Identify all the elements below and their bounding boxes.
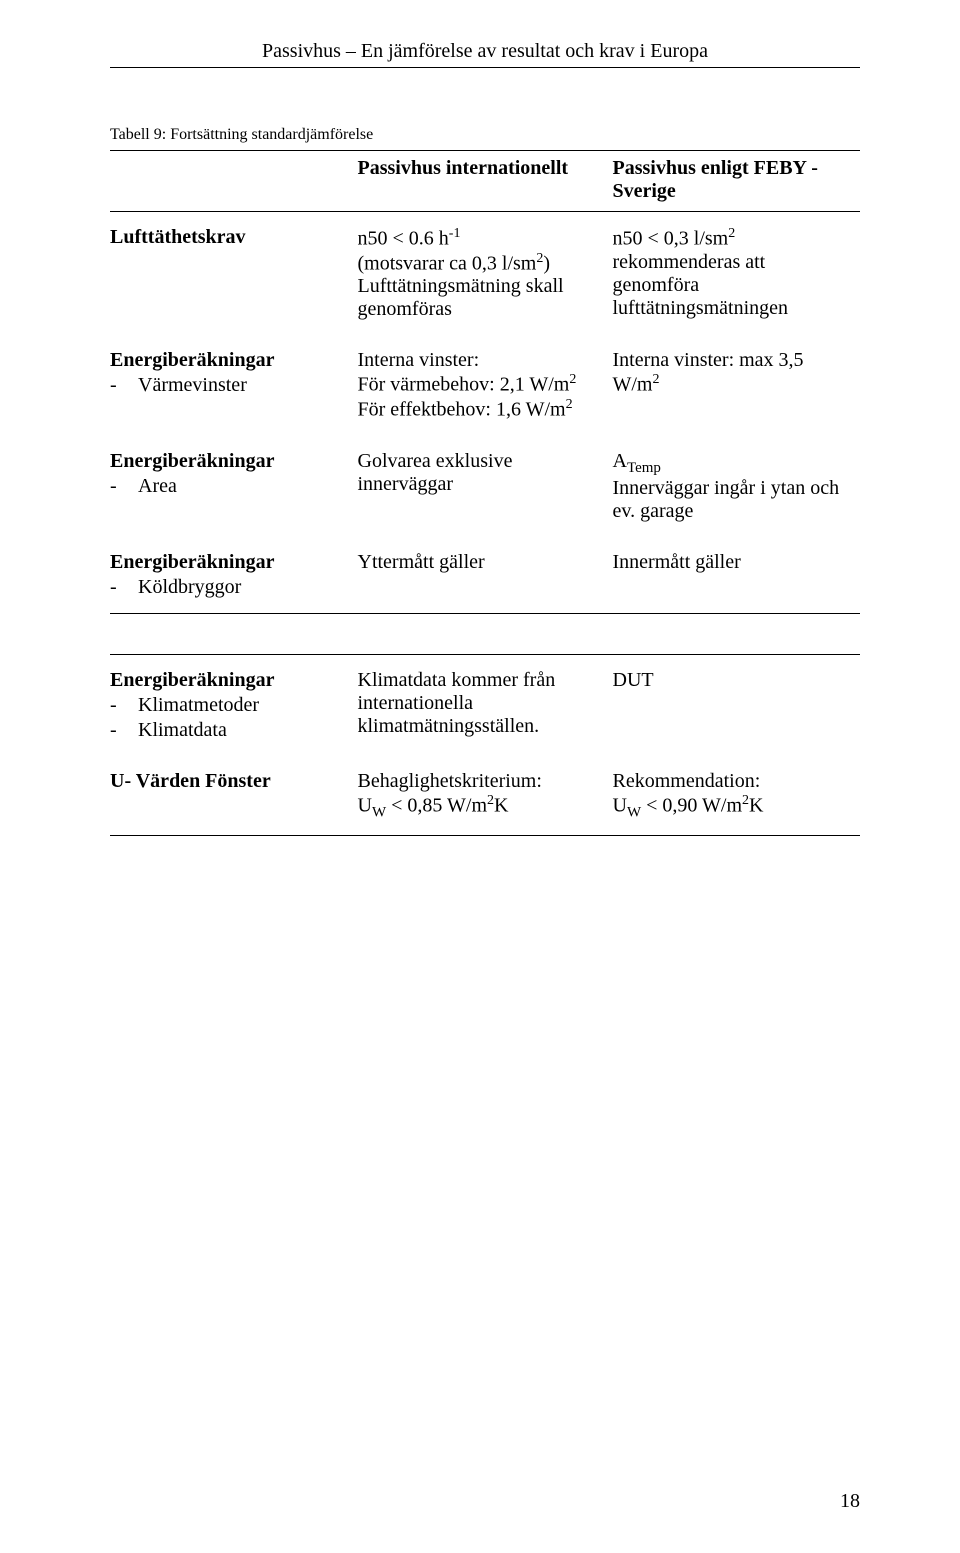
cell-sub: W [627, 804, 641, 820]
table-caption: Tabell 9: Fortsättning standardjämförels… [110, 126, 860, 144]
cell-text: U [358, 794, 372, 816]
cell-text: För värmebehov: 2,1 W/m [358, 374, 570, 396]
cell-sub: Temp [627, 460, 661, 476]
header-col-3: Passivhus enligt FEBY - Sverige [613, 151, 861, 212]
table-row: Energiberäkningar -Klimatmetoder -Klimat… [110, 654, 860, 756]
cell-text: ) [543, 252, 550, 274]
cell-text: < 0,90 W/m [641, 794, 742, 816]
cell-text: Golvarea exklusive innerväggar [358, 450, 513, 495]
cell-text: Yttermått gäller [358, 551, 485, 573]
header-divider [110, 67, 860, 68]
cell-text: Klimatdata kommer från internationella k… [358, 669, 556, 737]
cell-text: Interna vinster: [358, 349, 480, 371]
page-number: 18 [840, 1490, 860, 1513]
cell-text: A [613, 450, 627, 472]
table-row: Energiberäkningar -Area Golvarea exklusi… [110, 436, 860, 537]
cell-text: U [613, 794, 627, 816]
table-row: Energiberäkningar -Värmevinster Interna … [110, 335, 860, 435]
cell-sup: 2 [487, 793, 494, 808]
row-label-klimat: Energiberäkningar [110, 669, 274, 691]
cell-text: (motsvarar ca 0,3 l/sm [358, 252, 537, 274]
cell-text: Behaglighetskriterium: [358, 770, 542, 792]
cell-text: rekommenderas att genomföra lufttätnings… [613, 251, 789, 319]
cell-text: < 0,85 W/m [386, 794, 487, 816]
row-sublabel-text: Klimatmetoder [138, 694, 259, 716]
row-label-uvarden: U- Värden Fönster [110, 770, 271, 792]
row-label-koldbryggor: Energiberäkningar [110, 551, 274, 573]
cell-sup: -1 [449, 226, 461, 241]
table-row: U- Värden Fönster Behaglighetskriterium:… [110, 756, 860, 836]
cell-text: DUT [613, 669, 654, 691]
cell-sup: 2 [742, 793, 749, 808]
cell-text: Innermått gäller [613, 551, 741, 573]
row-label-lufttathetskrav: Lufttäthetskrav [110, 226, 246, 248]
cell-text: Lufttätningsmätning skall genomföras [358, 275, 564, 320]
comparison-table: Passivhus internationellt Passivhus enli… [110, 150, 860, 614]
row-sublabel: -Area [110, 475, 352, 498]
row-sublabel-text: Värmevinster [138, 374, 247, 396]
cell-text: Interna vinster: max 3,5 W/m [613, 349, 804, 396]
row-label-varmevinster: Energiberäkningar [110, 349, 274, 371]
comparison-table-2: Energiberäkningar -Klimatmetoder -Klimat… [110, 654, 860, 837]
running-header: Passivhus – En jämförelse av resultat oc… [110, 40, 860, 63]
cell-text: n50 < 0.6 h [358, 228, 449, 250]
cell-text: K [494, 794, 508, 816]
cell-sup: 2 [728, 226, 735, 241]
row-sublabel-text: Köldbryggor [138, 576, 241, 598]
cell-sub: W [372, 804, 386, 820]
cell-text: För effektbehov: 1,6 W/m [358, 399, 566, 421]
cell-sup: 2 [653, 372, 660, 387]
row-sublabel-text: Klimatdata [138, 719, 227, 741]
header-col-2: Passivhus internationellt [358, 151, 613, 212]
cell-text: n50 < 0,3 l/sm [613, 228, 729, 250]
cell-text: Rekommendation: [613, 770, 761, 792]
header-col-1 [110, 151, 358, 212]
row-sublabel-text: Area [138, 475, 177, 497]
cell-sup: 2 [569, 372, 576, 387]
cell-text: Innerväggar ingår i ytan och ev. garage [613, 477, 840, 522]
row-sublabel: -Klimatdata [110, 719, 352, 742]
table-row: Energiberäkningar -Köldbryggor Yttermått… [110, 537, 860, 614]
table-row: Lufttäthetskrav n50 < 0.6 h-1 (motsvarar… [110, 212, 860, 336]
row-sublabel: -Värmevinster [110, 374, 352, 397]
cell-sup: 2 [566, 397, 573, 412]
row-sublabel: -Köldbryggor [110, 576, 352, 599]
table-header-row: Passivhus internationellt Passivhus enli… [110, 151, 860, 212]
row-sublabel: -Klimatmetoder [110, 694, 352, 717]
row-label-area: Energiberäkningar [110, 450, 274, 472]
cell-text: K [749, 794, 763, 816]
